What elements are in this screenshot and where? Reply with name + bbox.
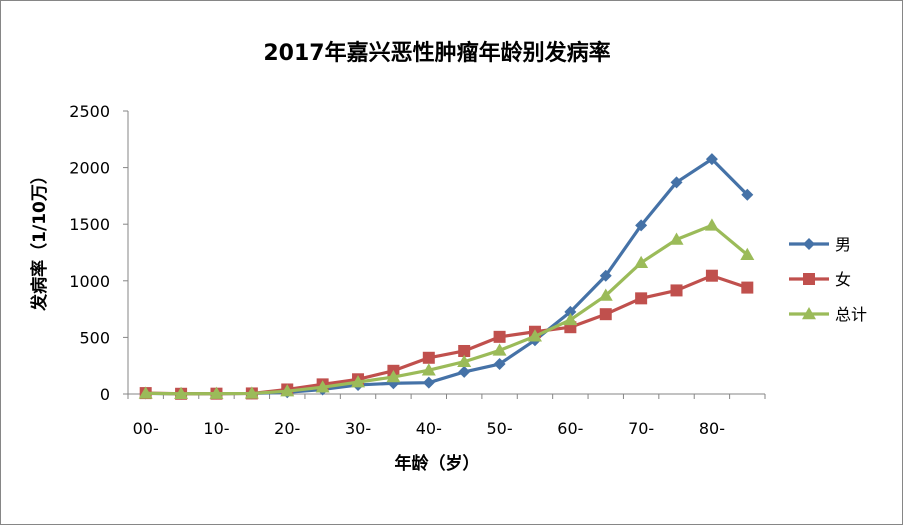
data-point [634,255,649,268]
data-point [174,386,189,400]
data-point [280,384,295,397]
y-tick-label: 2000 [69,159,110,178]
data-point [527,329,542,342]
legend-item: 男 [789,235,851,254]
series-2 [138,218,755,400]
data-point [740,247,755,261]
axes [127,111,765,395]
series-line [145,157,749,396]
data-point [209,386,224,399]
x-tick-label: 50- [487,419,513,438]
series-1 [139,269,754,400]
data-point [386,370,401,383]
series-line [145,223,749,396]
data-point [493,330,506,343]
data-point [563,312,578,326]
data-point [599,308,612,321]
legend-label: 男 [835,235,851,254]
data-point [741,188,754,201]
data-point [421,363,436,376]
data-point [493,358,506,371]
data-point [422,351,435,364]
data-point [138,386,153,399]
x-axis-ticks: 00- 10- 20- 30- 40- 50- 60- 70- 80- [127,394,766,438]
series-0 [139,153,754,400]
x-tick-label: 40- [416,419,442,438]
legend-item: 总计 [789,305,867,324]
x-axis-title: 年龄（岁） [395,453,480,474]
legend-marker [803,273,815,285]
data-point [564,305,577,318]
y-axis-ticks: 0 500 1000 1500 2000 2500 [69,102,128,404]
data-point [670,284,683,297]
data-point [315,380,330,393]
legend-marker [803,238,815,250]
x-tick-label: 00- [133,419,159,438]
data-point [457,354,472,367]
data-point [492,343,507,356]
y-tick-label: 1000 [69,272,110,291]
x-tick-label: 30- [345,419,371,438]
chart-title: 2017年嘉兴恶性肿瘤年龄别发病率 [263,40,610,66]
x-tick-label: 20- [274,419,300,438]
data-point [598,288,613,301]
legend-item: 女 [789,270,851,289]
series-layer [138,153,755,400]
y-tick-label: 2500 [69,102,110,121]
data-point [705,153,718,166]
x-tick-label: 70- [628,419,654,438]
y-axis-title: 发病率（1/10万） [29,167,50,312]
data-point [422,376,435,389]
data-point [458,365,471,378]
x-tick-label: 80- [699,419,725,438]
data-point [705,269,718,282]
data-point [635,292,648,305]
data-point [458,344,471,357]
data-point [244,386,259,399]
y-tick-label: 0 [100,385,110,404]
data-point [669,232,684,245]
x-tick-label: 60- [557,419,583,438]
data-point [670,176,683,189]
y-tick-label: 500 [79,328,110,347]
data-point [704,218,719,231]
data-point [635,219,648,232]
data-point [351,375,366,388]
data-point [599,269,612,282]
x-tick-label: 10- [203,419,229,438]
legend-label: 总计 [835,305,867,324]
data-point [741,281,754,294]
y-tick-label: 1500 [69,215,110,234]
legend-label: 女 [835,270,851,289]
legend-marker [802,307,816,320]
